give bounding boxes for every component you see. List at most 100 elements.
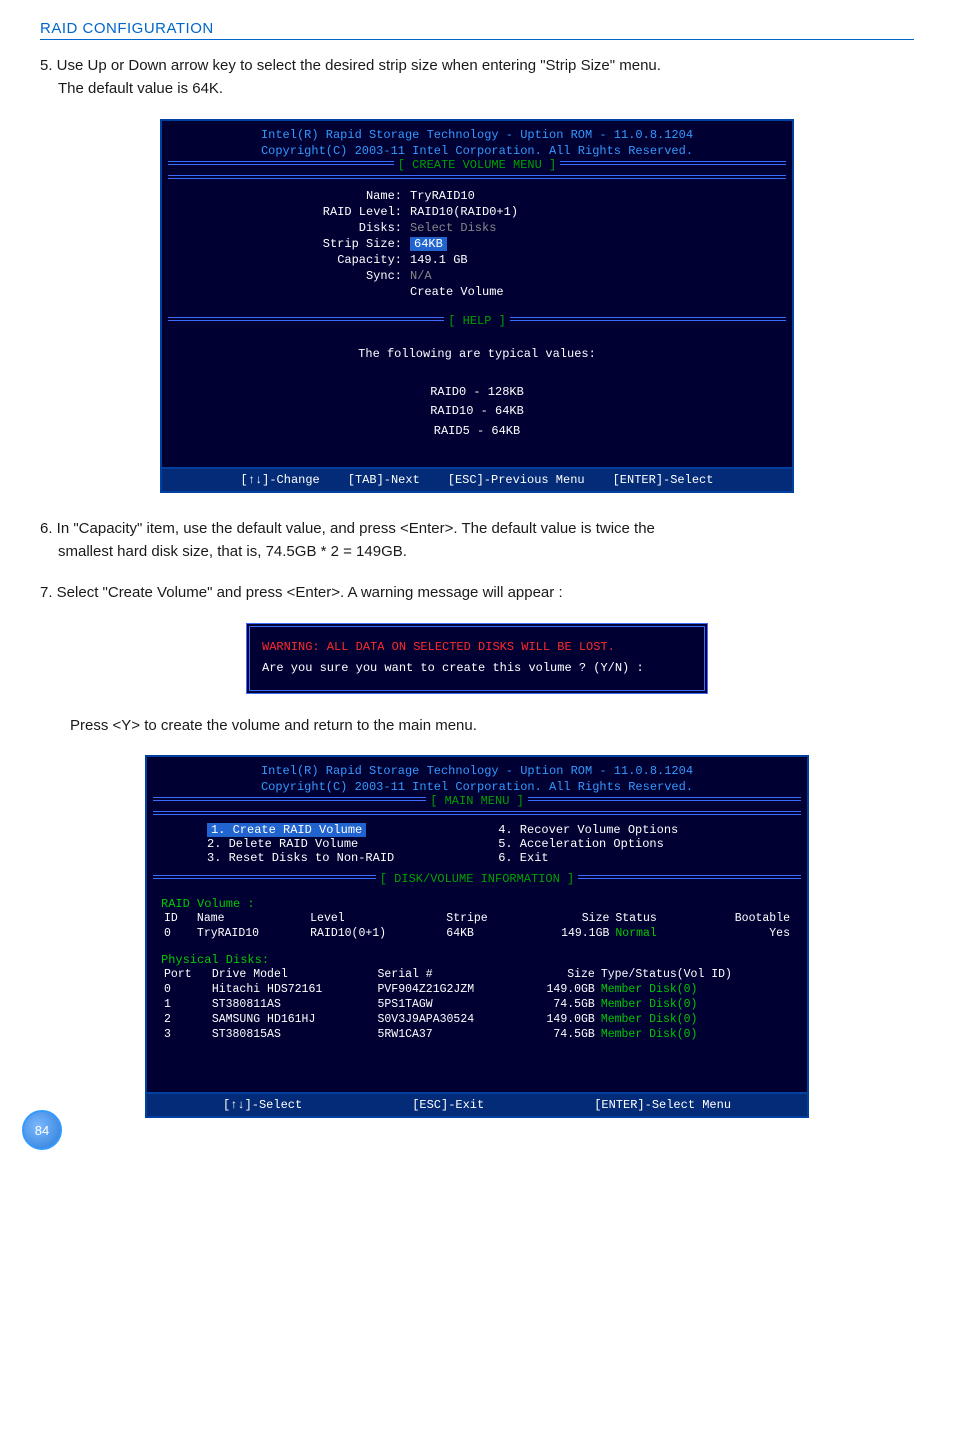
footer-tab-next[interactable]: [TAB]-Next: [348, 473, 420, 487]
kv-key: [182, 285, 410, 299]
phys-header-row: Port Drive Model Serial # Size Type/Stat…: [161, 967, 793, 982]
kv-key: Disks:: [182, 221, 410, 235]
vol-row: 0 TryRAID10 RAID10(0+1) 64KB 149.1GB Nor…: [161, 926, 793, 941]
menu-create-raid[interactable]: 1. Create RAID Volume: [207, 823, 476, 837]
phys-row: 2 SAMSUNG HD161HJ S0V3J9APA30524 149.0GB…: [161, 1012, 793, 1027]
th-typestatus: Type/Status(Vol ID): [598, 967, 793, 982]
th-size: Size: [522, 911, 612, 926]
menu-accel[interactable]: 5. Acceleration Options: [498, 837, 767, 851]
phys-disks-table: Port Drive Model Serial # Size Type/Stat…: [161, 967, 793, 1042]
th-bootable: Bootable: [691, 911, 793, 926]
phys-row: 0 Hitachi HDS72161 PVF904Z21G2JZM 149.0G…: [161, 982, 793, 997]
vol-name: TryRAID10: [194, 926, 307, 941]
footer-change[interactable]: [↑↓]-Change: [241, 473, 320, 487]
p-model: SAMSUNG HD161HJ: [209, 1012, 375, 1027]
p-model: ST380815AS: [209, 1027, 375, 1042]
vol-header-row: ID Name Level Stripe Size Status Bootabl…: [161, 911, 793, 926]
p-status: Member Disk(0): [598, 1012, 793, 1027]
vol-stripe: 64KB: [443, 926, 522, 941]
step6-a: 6. In "Capacity" item, use the default v…: [40, 520, 655, 537]
warning-line2: Are you sure you want to create this vol…: [262, 658, 692, 680]
p-size: 74.5GB: [521, 1027, 598, 1042]
p-port: 0: [161, 982, 209, 997]
th-id: ID: [161, 911, 194, 926]
help-raid10: RAID10 - 64KB: [162, 402, 792, 421]
th-status: Status: [612, 911, 691, 926]
footer-enter-select[interactable]: [ENTER]-Select: [613, 473, 714, 487]
bios1-help-divider: [ HELP ]: [168, 317, 786, 331]
step5-a: 5. Use Up or Down arrow key to select th…: [40, 57, 661, 74]
bios2-menu-content: 1. Create RAID Volume 2. Delete RAID Vol…: [147, 815, 807, 875]
th-model: Drive Model: [209, 967, 375, 982]
bios-main-menu-screen: Intel(R) Rapid Storage Technology - Upti…: [145, 755, 809, 1118]
p-model: ST380811AS: [209, 997, 375, 1012]
step6-b: smallest hard disk size, that is, 74.5GB…: [40, 543, 407, 560]
kv-val: Select Disks: [410, 221, 496, 235]
bios1-subheader: [ CREATE VOLUME MENU ]: [168, 161, 786, 179]
bios1-help-body: The following are typical values: RAID0 …: [162, 331, 792, 467]
kv-val: 149.1 GB: [410, 253, 468, 267]
vol-bootable: Yes: [691, 926, 793, 941]
phys-row: 3 ST380815AS 5RW1CA37 74.5GB Member Disk…: [161, 1027, 793, 1042]
bios1-title2: Copyright(C) 2003-11 Intel Corporation. …: [162, 143, 792, 159]
p-status: Member Disk(0): [598, 1027, 793, 1042]
menu-exit[interactable]: 6. Exit: [498, 851, 767, 865]
footer-esc-exit[interactable]: [ESC]-Exit: [412, 1098, 484, 1112]
kv-val: N/A: [410, 269, 432, 283]
kv-val: Create Volume: [410, 285, 504, 299]
p-serial: 5RW1CA37: [375, 1027, 521, 1042]
vol-status: Normal: [612, 926, 691, 941]
p-model: Hitachi HDS72161: [209, 982, 375, 997]
menu-recover[interactable]: 4. Recover Volume Options: [498, 823, 767, 837]
th-psize: Size: [521, 967, 598, 982]
bios1-footer: [↑↓]-Change [TAB]-Next [ESC]-Previous Me…: [162, 467, 792, 491]
page-number-badge: 84: [22, 1110, 62, 1150]
help-raid0: RAID0 - 128KB: [162, 383, 792, 402]
p-serial: PVF904Z21G2JZM: [375, 982, 521, 997]
kv-key: Strip Size:: [182, 237, 410, 251]
raid-volume-label: RAID Volume :: [161, 897, 793, 911]
kv-key: RAID Level:: [182, 205, 410, 219]
th-level: Level: [307, 911, 443, 926]
bios-create-volume-screen: Intel(R) Rapid Storage Technology - Upti…: [160, 119, 794, 493]
phys-disks-label: Physical Disks:: [161, 953, 793, 967]
bios2-diskinfo-label: [ DISK/VOLUME INFORMATION ]: [376, 872, 578, 886]
footer-esc-prev[interactable]: [ESC]-Previous Menu: [448, 473, 585, 487]
bios2-title2: Copyright(C) 2003-11 Intel Corporation. …: [147, 779, 807, 795]
bios2-diskinfo-content: RAID Volume : ID Name Level Stripe Size …: [147, 889, 807, 1092]
kv-key: Sync:: [182, 269, 410, 283]
bios1-content: Name:TryRAID10 RAID Level:RAID10(RAID0+1…: [162, 179, 792, 317]
vol-size: 149.1GB: [522, 926, 612, 941]
p-size: 149.0GB: [521, 1012, 598, 1027]
kv-val: RAID10(RAID0+1): [410, 205, 518, 219]
th-serial: Serial #: [375, 967, 521, 982]
th-stripe: Stripe: [443, 911, 522, 926]
p-status: Member Disk(0): [598, 997, 793, 1012]
help-raid5: RAID5 - 64KB: [162, 422, 792, 441]
menu-delete-raid[interactable]: 2. Delete RAID Volume: [207, 837, 476, 851]
vol-level: RAID10(0+1): [307, 926, 443, 941]
kv-key: Capacity:: [182, 253, 410, 267]
p-port: 3: [161, 1027, 209, 1042]
bios2-title1: Intel(R) Rapid Storage Technology - Upti…: [147, 763, 807, 779]
warning-box: WARNING: ALL DATA ON SELECTED DISKS WILL…: [246, 623, 708, 694]
step5-text: 5. Use Up or Down arrow key to select th…: [40, 54, 914, 101]
menu-reset-disks[interactable]: 3. Reset Disks to Non-RAID: [207, 851, 476, 865]
step6-text: 6. In "Capacity" item, use the default v…: [40, 517, 914, 564]
footer-select[interactable]: [↑↓]-Select: [223, 1098, 302, 1112]
bios1-subheader-label: [ CREATE VOLUME MENU ]: [394, 158, 560, 172]
kv-val-stripsize[interactable]: 64KB: [410, 237, 447, 251]
bios2-header: Intel(R) Rapid Storage Technology - Upti…: [147, 757, 807, 797]
footer-enter-menu[interactable]: [ENTER]-Select Menu: [594, 1098, 731, 1112]
bios1-help-label: [ HELP ]: [444, 314, 510, 328]
vol-id: 0: [161, 926, 194, 941]
page-number: 84: [35, 1123, 49, 1138]
menu-item-hl: 1. Create RAID Volume: [207, 823, 366, 837]
p-size: 74.5GB: [521, 997, 598, 1012]
th-port: Port: [161, 967, 209, 982]
p-status: Member Disk(0): [598, 982, 793, 997]
th-name: Name: [194, 911, 307, 926]
strip-size-selected: 64KB: [410, 237, 447, 251]
p-serial: S0V3J9APA30524: [375, 1012, 521, 1027]
p-port: 2: [161, 1012, 209, 1027]
